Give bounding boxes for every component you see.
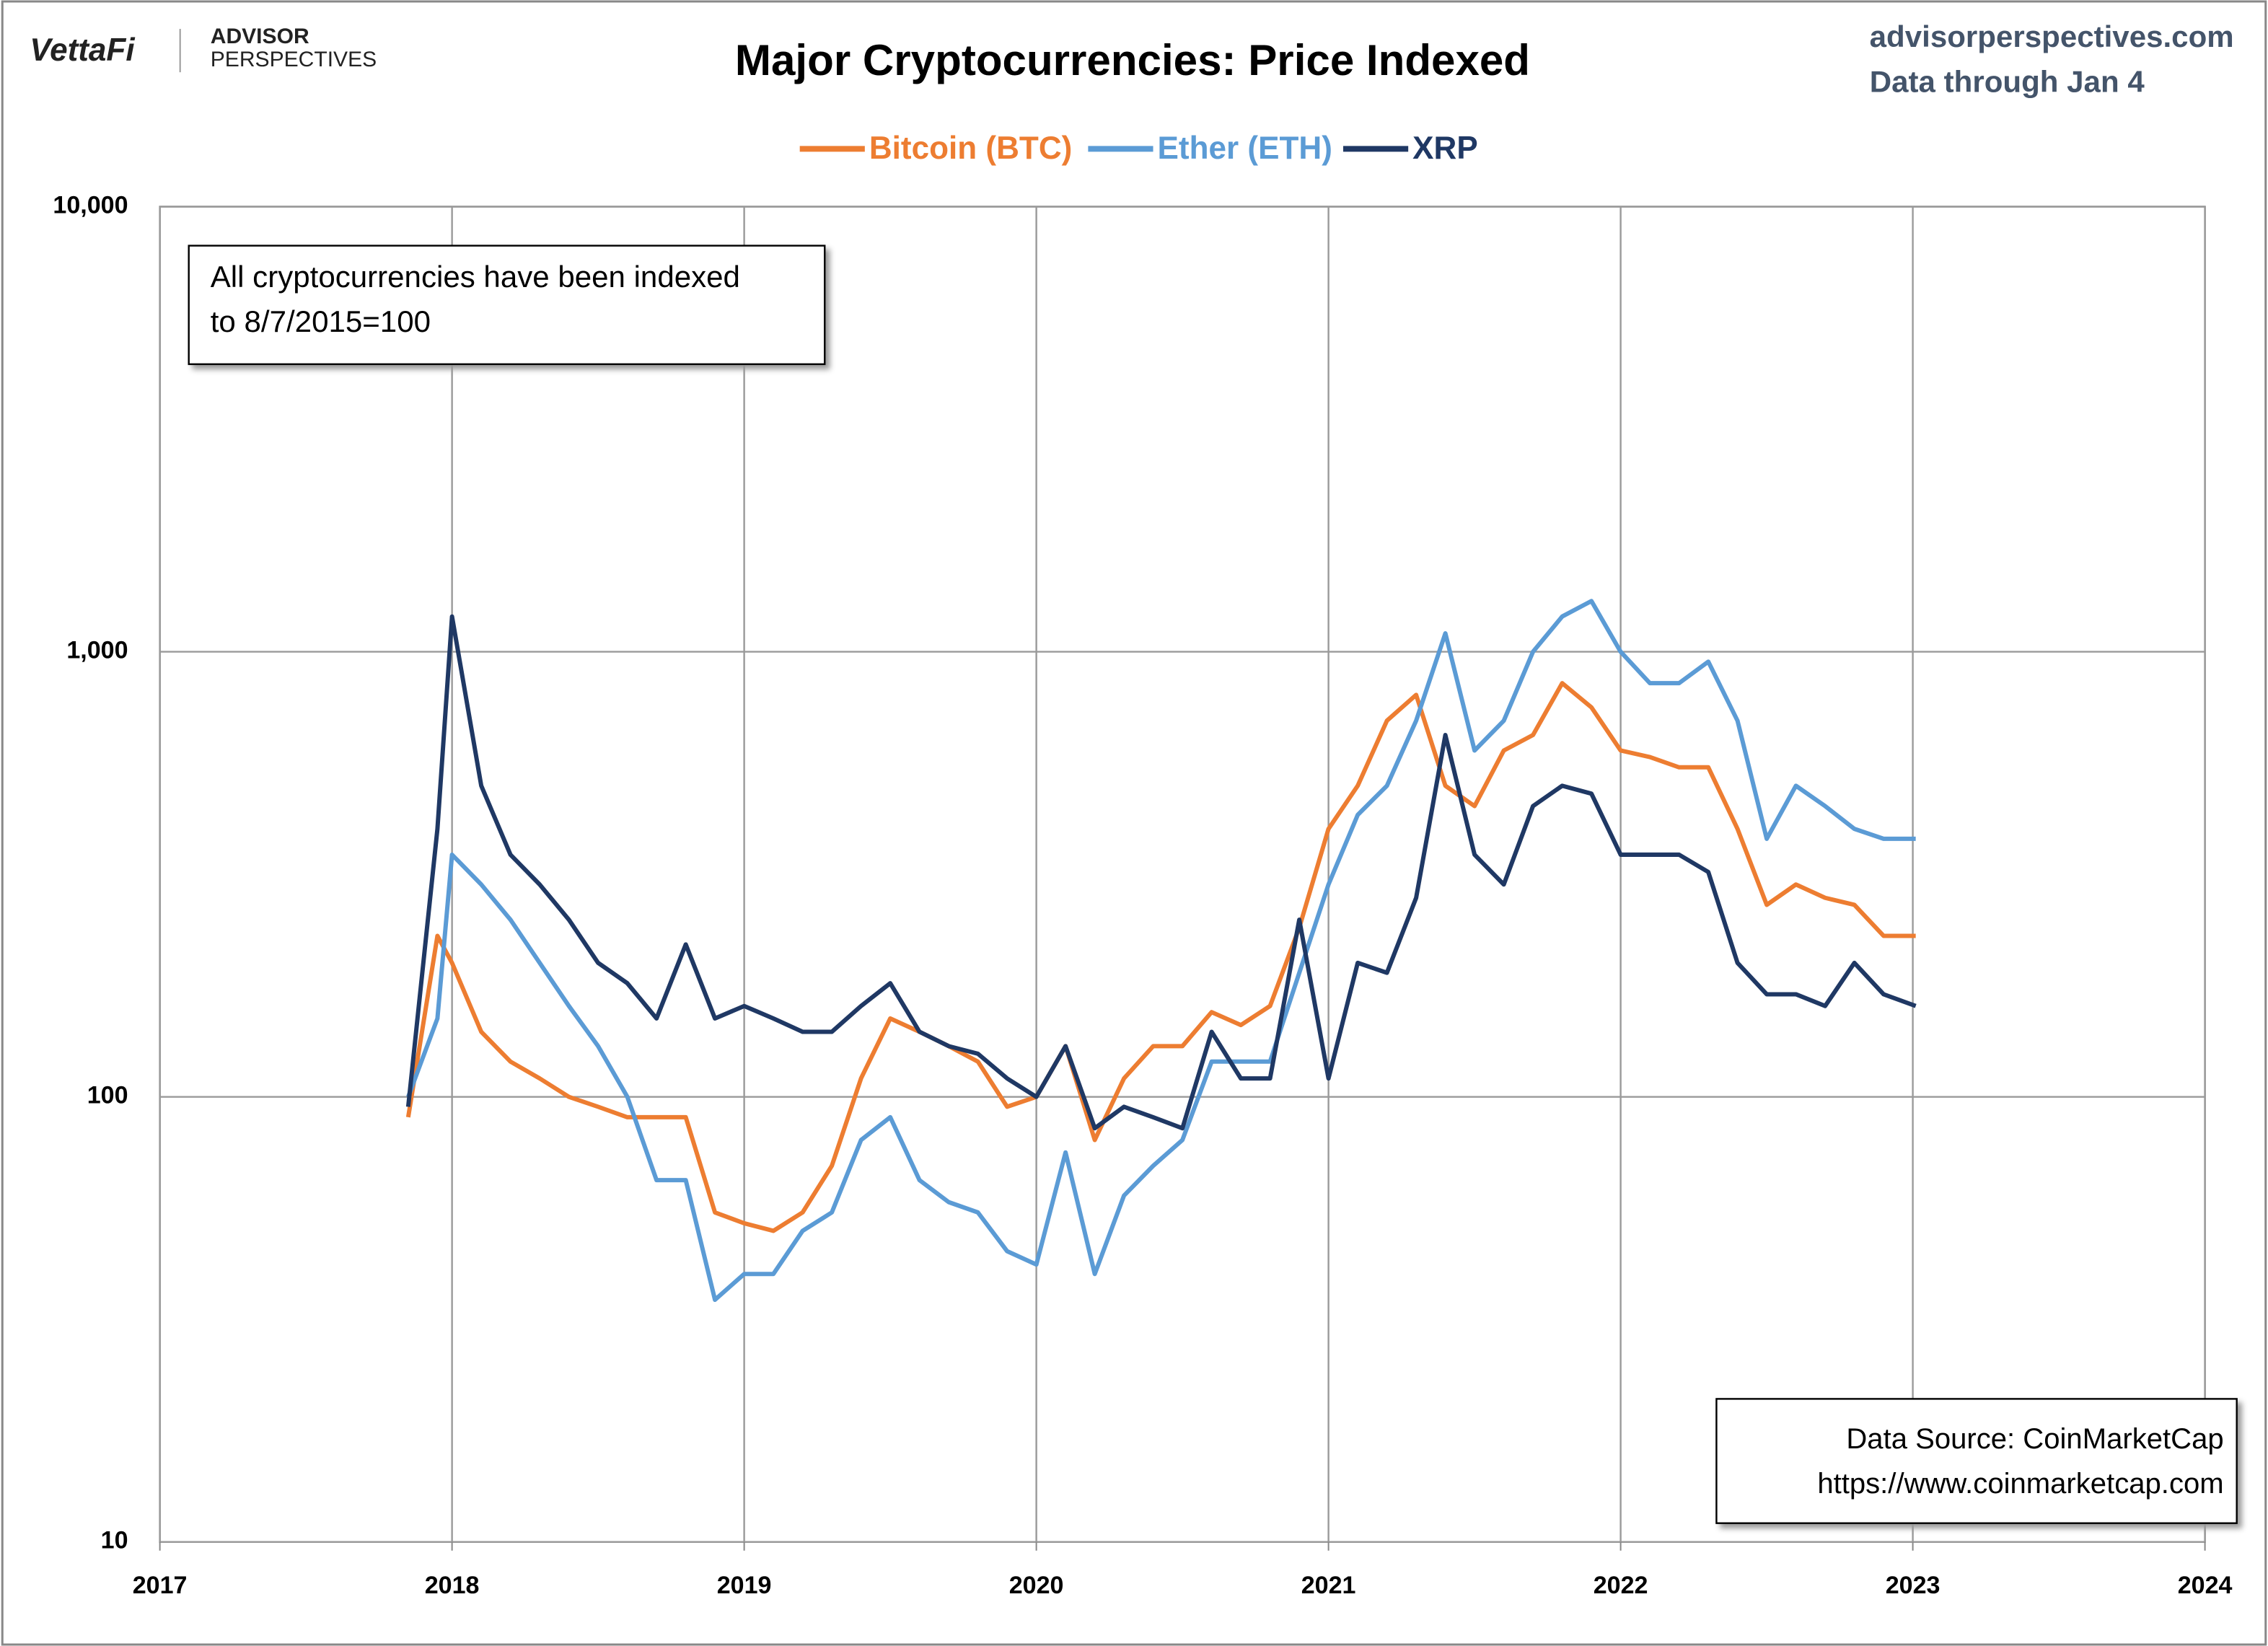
x-tick-label: 2020 [1009, 1572, 1064, 1599]
y-tick-label: 1,000 [66, 637, 128, 664]
annotation-box [188, 245, 826, 366]
subtitle: Data through Jan 4 [1870, 64, 2145, 98]
x-tick-label: 2023 [1886, 1572, 1940, 1599]
site: advisorperspectives.com [1870, 19, 2234, 53]
brand-bottom: PERSPECTIVES [211, 48, 377, 71]
x-tick-label: 2017 [133, 1572, 188, 1599]
x-tick-label: 2021 [1301, 1572, 1356, 1599]
source-box [1715, 1398, 2238, 1524]
brand-top: ADVISOR [211, 25, 309, 48]
x-tick-label: 2022 [1594, 1572, 1648, 1599]
logo: VettaFi [30, 32, 135, 68]
plot-area [159, 206, 2206, 1543]
y-tick-label: 10 [101, 1527, 128, 1554]
legend-label: Ether (ETH) [1158, 131, 1332, 166]
y-tick-label: 10,000 [53, 192, 128, 219]
series-line [406, 599, 1916, 1303]
source: https://www.coinmarketcap.com [1817, 1468, 2223, 1500]
x-tick-label: 2019 [717, 1572, 772, 1599]
series-line [405, 681, 1916, 1233]
plot: 10 100 1,000 10,000 2017 2018 2019 2020 2021 2022… [53, 192, 2232, 1599]
y-tick-label: 100 [87, 1082, 128, 1109]
legend-label: XRP [1412, 131, 1478, 166]
series-line [405, 614, 1917, 1131]
x-tick-label: 2018 [425, 1572, 480, 1599]
annotation: All cryptocurrencies have been indexed [211, 260, 740, 294]
chart-title: Major Cryptocurrencies: Price Indexed [735, 36, 1530, 84]
annotation: to 8/7/2015=100 [211, 304, 431, 338]
legend-label: Bitcoin (BTC) [869, 131, 1072, 166]
x-tick-label: 2024 [2178, 1572, 2233, 1599]
source: Data Source: CoinMarketCap [1846, 1423, 2223, 1455]
